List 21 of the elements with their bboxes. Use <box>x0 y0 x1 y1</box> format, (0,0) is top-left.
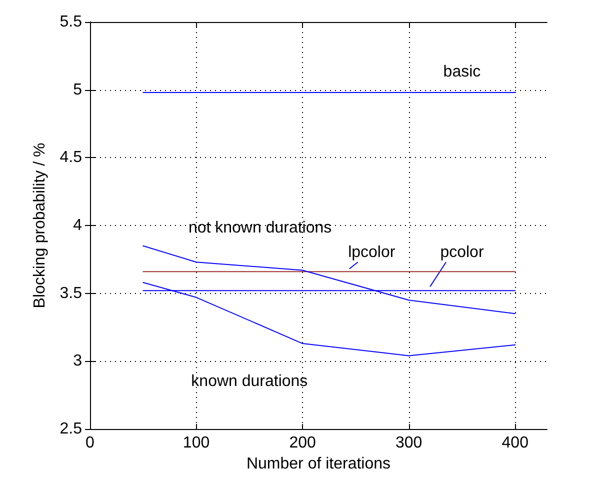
series-label: basic <box>443 64 481 81</box>
series-label: not known durations <box>188 220 332 237</box>
y-tick-label: 5 <box>73 81 82 98</box>
y-tick-label: 5.5 <box>60 14 82 30</box>
x-axis-title: Number of iterations <box>246 455 391 472</box>
line-series <box>142 245 516 314</box>
line-series <box>142 282 516 356</box>
y-tick-label: 4.5 <box>60 149 82 166</box>
x-tick-label: 300 <box>395 434 422 452</box>
y-tick-label: 3.5 <box>60 284 82 302</box>
x-tick-label: 200 <box>289 434 316 452</box>
x-tick-label: 400 <box>502 434 529 452</box>
y-axis-title: Blocking probability / % <box>32 142 48 308</box>
series-label: known durations <box>191 373 308 390</box>
series-label: pcolor <box>440 244 484 262</box>
y-tick-label: 4 <box>73 217 82 234</box>
series-label: lpcolor <box>348 244 396 262</box>
y-tick-label: 3 <box>73 352 82 370</box>
x-tick-label: 0 <box>86 434 95 452</box>
y-tick-label: 2.5 <box>60 420 82 438</box>
x-tick-label: 100 <box>182 434 210 452</box>
